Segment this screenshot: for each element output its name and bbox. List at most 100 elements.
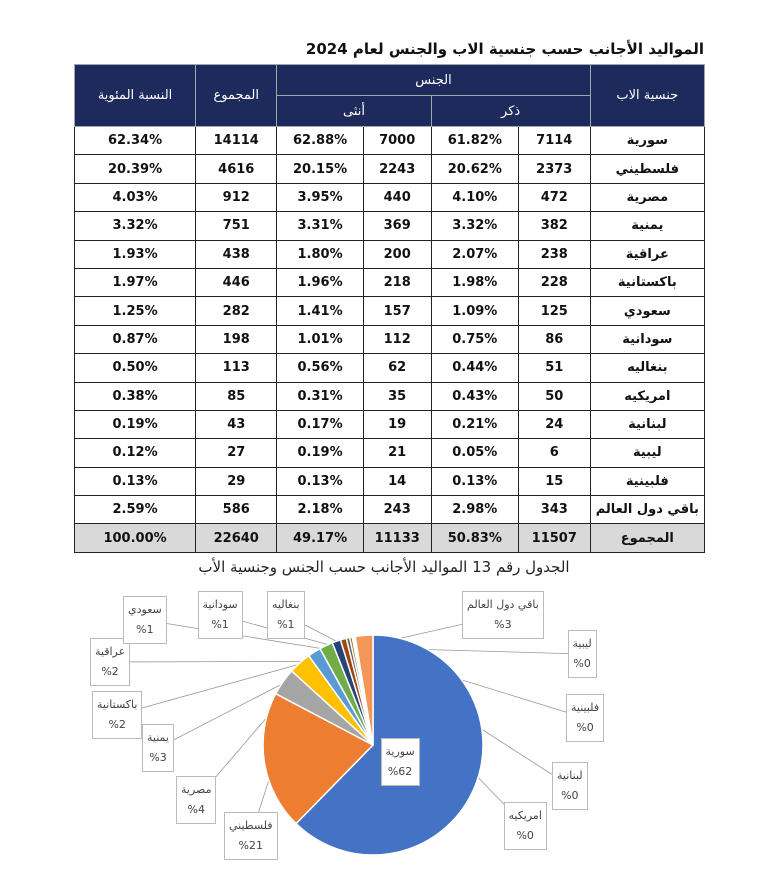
cell-male-count: 24 — [517, 409, 591, 440]
cell-nationality: بنغاليه — [589, 353, 706, 383]
cell-percent: 62.34% — [73, 125, 197, 156]
data-label-value: %4 — [187, 803, 205, 816]
cell-nationality: امريكيه — [589, 381, 706, 411]
header-male: ذكر — [430, 95, 591, 127]
cell-percent: 0.87% — [73, 324, 197, 355]
data-label-value: %1 — [211, 618, 229, 631]
cell-male-percent: 0.21% — [430, 409, 519, 440]
data-label: سورية %62 — [380, 738, 420, 786]
cell-percent: 20.39% — [73, 154, 197, 184]
data-label-value: %3 — [494, 618, 512, 631]
table-row: فلسطيني 2373 20.62% 2243 20.15% 4616 20.39% — [73, 154, 706, 184]
data-label: بنغاليه %1 — [267, 591, 305, 639]
table-row: امريكيه 50 0.43% 35 0.31% 85 0.38% — [73, 381, 706, 411]
cell-male-percent: 4.10% — [430, 182, 519, 213]
data-label: باقي دول العالم %3 — [462, 591, 544, 639]
cell-percent: 0.12% — [73, 438, 197, 468]
cell-percent: 0.50% — [73, 353, 197, 383]
data-label-category: سورية — [385, 745, 415, 758]
cell-percent: 3.32% — [73, 211, 197, 241]
cell-male-percent: 2.07% — [430, 239, 519, 269]
cell-female-percent: 1.01% — [276, 324, 364, 355]
data-label-value: %2 — [108, 718, 126, 731]
cell-female-count: 14 — [362, 466, 432, 497]
cell-nationality: عراقية — [589, 239, 706, 269]
data-label-category: باكستانية — [97, 698, 138, 711]
cell-female-count: 7000 — [362, 125, 432, 156]
cell-female-percent: 62.88% — [276, 125, 364, 156]
cell-male-count: 125 — [517, 296, 591, 326]
data-label-value: %0 — [561, 789, 579, 802]
data-label: يمنية %3 — [142, 724, 174, 772]
data-label-value: %1 — [277, 618, 295, 631]
table-row: باكستانية 228 1.98% 218 1.96% 446 1.97% — [73, 267, 706, 298]
cell-female-percent: 3.95% — [276, 182, 364, 213]
cell-female-count: 11133 — [362, 523, 432, 553]
table-row: سورية 7114 61.82% 7000 62.88% 14114 62.34% — [73, 125, 706, 156]
data-label: فلسطيني %21 — [224, 812, 278, 860]
cell-male-percent: 0.44% — [430, 353, 519, 383]
cell-female-count: 218 — [362, 267, 432, 298]
cell-male-percent: 50.83% — [430, 523, 519, 553]
data-label-category: فلبينية — [571, 701, 600, 714]
total-row: المجموع 11507 50.83% 11133 49.17% 22640 100.00… — [73, 523, 706, 553]
cell-total: 29 — [195, 466, 278, 497]
data-label: سعودي %1 — [123, 596, 167, 644]
header-total: المجموع — [195, 64, 278, 127]
header-female: أنثى — [276, 95, 432, 127]
cell-percent: 2.59% — [73, 495, 197, 525]
cell-male-percent: 0.05% — [430, 438, 519, 468]
table-row: يمنية 382 3.32% 369 3.31% 751 3.32% — [73, 211, 706, 241]
cell-total: 912 — [195, 182, 278, 213]
cell-nationality: فلبينية — [589, 466, 706, 497]
cell-nationality: سورية — [589, 125, 706, 156]
cell-female-percent: 20.15% — [276, 154, 364, 184]
cell-percent: 4.03% — [73, 182, 197, 213]
cell-female-percent: 0.13% — [276, 466, 364, 497]
cell-nationality: باقي دول العالم — [589, 495, 706, 525]
data-label-category: فلسطيني — [229, 819, 273, 832]
data-label: مصرية %4 — [176, 776, 217, 824]
cell-female-percent: 0.56% — [276, 353, 364, 383]
cell-male-percent: 0.75% — [430, 324, 519, 355]
cell-female-percent: 1.80% — [276, 239, 364, 269]
table-row: بنغاليه 51 0.44% 62 0.56% 113 0.50% — [73, 353, 706, 383]
cell-percent: 0.19% — [73, 409, 197, 440]
data-label-value: %3 — [149, 751, 167, 764]
cell-male-count: 343 — [517, 495, 591, 525]
cell-male-percent: 3.32% — [430, 211, 519, 241]
data-label-value: %0 — [576, 721, 594, 734]
cell-nationality: سودانية — [589, 324, 706, 355]
cell-female-count: 35 — [362, 381, 432, 411]
cell-female-count: 243 — [362, 495, 432, 525]
births-table: جنسية الاب الجنس المجموع النسبة المئوية … — [73, 64, 706, 553]
cell-male-percent: 0.13% — [430, 466, 519, 497]
data-label-category: عراقية — [95, 645, 126, 658]
data-label-value: %0 — [573, 657, 591, 670]
data-label: سودانية %1 — [197, 591, 243, 639]
data-label-category: سعودي — [128, 603, 162, 616]
cell-total: 85 — [195, 381, 278, 411]
cell-female-percent: 0.19% — [276, 438, 364, 468]
cell-male-count: 6 — [517, 438, 591, 468]
pie-slice — [262, 692, 375, 825]
cell-male-count: 86 — [517, 324, 591, 355]
cell-male-percent: 0.43% — [430, 381, 519, 411]
cell-female-count: 112 — [362, 324, 432, 355]
cell-female-percent: 3.31% — [276, 211, 364, 241]
cell-male-count: 228 — [517, 267, 591, 298]
data-label-category: سودانية — [202, 598, 238, 611]
cell-nationality: سعودي — [589, 296, 706, 326]
cell-total: 22640 — [195, 523, 278, 553]
data-label-value: %21 — [238, 839, 263, 852]
cell-total: 446 — [195, 267, 278, 298]
cell-total: 113 — [195, 353, 278, 383]
table-row: ليبية 6 0.05% 21 0.19% 27 0.12% — [73, 438, 706, 468]
cell-female-percent: 1.41% — [276, 296, 364, 326]
cell-female-count: 200 — [362, 239, 432, 269]
data-label: عراقية %2 — [90, 638, 131, 686]
data-label-category: مصرية — [181, 783, 212, 796]
pie-slice — [354, 634, 374, 746]
data-label: فلبينية %0 — [566, 694, 605, 742]
